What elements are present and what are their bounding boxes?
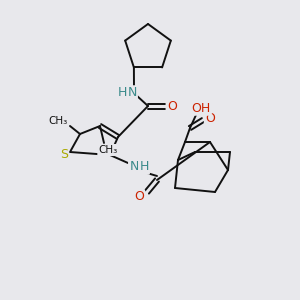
Text: S: S [60, 148, 68, 161]
Text: O: O [134, 190, 144, 203]
Text: OH: OH [191, 101, 211, 115]
Text: H: H [139, 160, 149, 173]
Text: CH₃: CH₃ [98, 145, 118, 155]
Text: CH₃: CH₃ [48, 116, 68, 126]
Text: O: O [205, 112, 215, 124]
Text: O: O [167, 100, 177, 112]
Text: H: H [117, 86, 127, 100]
Text: N: N [129, 160, 139, 173]
Text: N: N [127, 86, 137, 100]
